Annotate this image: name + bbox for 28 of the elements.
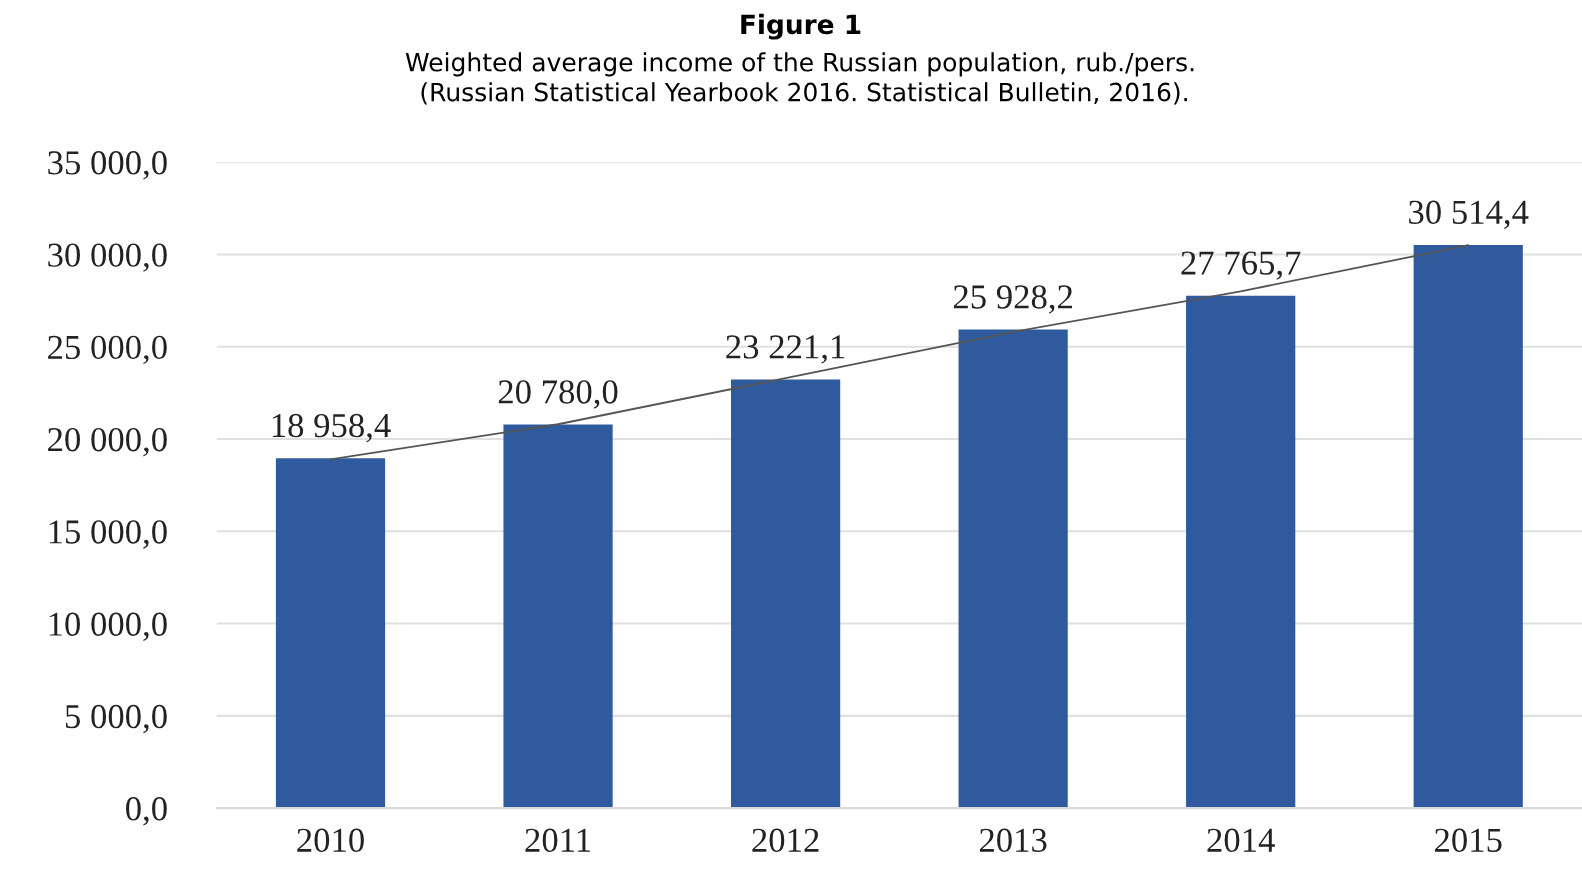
x-tick-label: 2014	[1207, 828, 1275, 853]
data-label: 25 928,2	[953, 285, 1072, 314]
chart-title: Figure 1	[741, 13, 861, 40]
data-label: 18 958,4	[272, 413, 391, 443]
y-tick-label: 0,0	[126, 797, 167, 826]
y-tick-label: 20 000,0	[48, 427, 167, 457]
data-label: 20 780,0	[498, 380, 618, 409]
y-tick-label: 30 000,0	[48, 243, 167, 272]
y-tick-label: 25 000,0	[48, 335, 167, 365]
bar	[958, 329, 1068, 809]
y-tick-label: 15 000,0	[49, 520, 167, 549]
x-tick-label: 2011	[525, 828, 591, 853]
y-tick-label: 35 000,0	[48, 151, 167, 180]
x-tick-label: 2013	[979, 828, 1047, 853]
chart-subtitle: Weighted average income of the Russian population, rub./pers. (Russian Statistical Yearbook 2016. Statistical Bulletin, 2016).	[405, 52, 1194, 105]
bar	[503, 424, 613, 809]
data-label: 30 514,4	[1409, 200, 1529, 230]
x-tick-label: 2012	[752, 828, 819, 853]
bar	[1413, 244, 1523, 809]
y-tick-label: 5 000,0	[65, 704, 167, 734]
y-tick-label: 10 000,0	[49, 612, 167, 641]
x-tick-label: 2015	[1435, 828, 1502, 853]
bar	[1186, 295, 1296, 809]
bar	[275, 458, 386, 809]
data-label: 27 765,7	[1181, 251, 1301, 280]
data-label: 23 221,1	[726, 335, 845, 364]
x-tick-label: 2010	[297, 828, 364, 853]
bar	[730, 379, 841, 809]
